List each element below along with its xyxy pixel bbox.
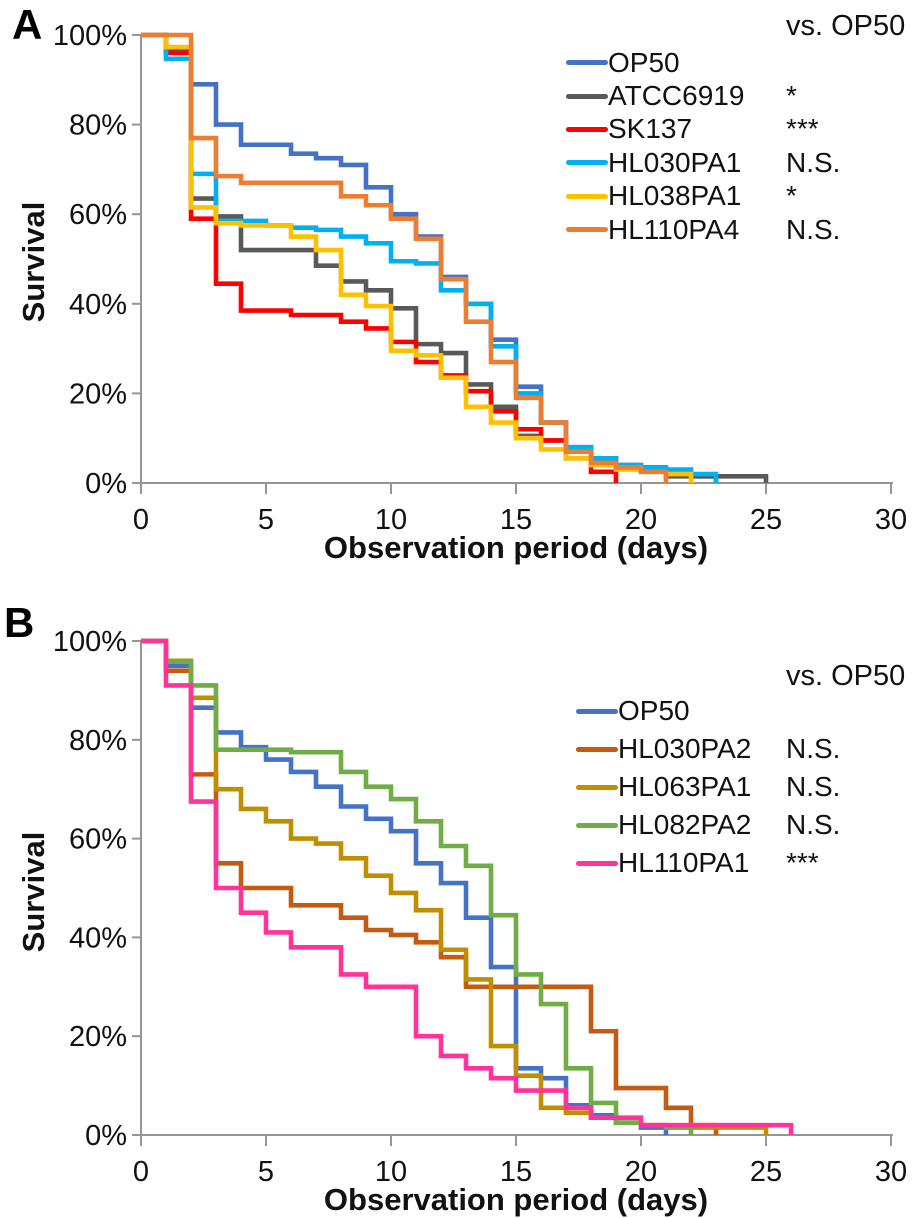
x-tick-label: 10 <box>375 1156 407 1188</box>
legend-rows-b: OP50 HL030PA2 N.S. HL063PA1 N.S. HL082PA2 N.S.… <box>576 692 912 882</box>
legend-line-swatch <box>576 822 618 828</box>
y-tick-label: 20% <box>69 1021 127 1053</box>
y-tick-label: 60% <box>69 199 127 231</box>
x-tick-label: 20 <box>625 1156 657 1188</box>
legend-significance: * <box>786 80 797 112</box>
legend-significance: *** <box>786 847 819 878</box>
legend-series-name: HL030PA1 <box>608 146 742 178</box>
legend-series-name: HL082PA2 <box>618 809 752 840</box>
series-line-SK137 <box>141 32 619 483</box>
panel-b: 0 5 10 15 20 25 30 0% 20% 40% 60% 80% 100% B Surviva… <box>0 600 912 1218</box>
x-tick-label: 10 <box>375 504 407 536</box>
x-tick-label: 25 <box>750 504 782 536</box>
series-line-OP50 <box>141 638 669 1135</box>
legend-line-swatch <box>566 227 608 233</box>
series-line-HL030PA2 <box>141 638 719 1135</box>
x-tick-label: 30 <box>875 1156 907 1188</box>
y-tick-label: 60% <box>69 824 127 856</box>
x-tick-label: 30 <box>875 504 907 536</box>
legend-series-name: ATCC6919 <box>608 80 745 112</box>
legend-item-HL110PA1: HL110PA1 *** <box>576 844 912 882</box>
legend-significance: N.S. <box>786 146 841 178</box>
x-axis-title-b: Observation period (days) <box>323 1182 709 1217</box>
y-tick-label: 80% <box>69 110 127 142</box>
legend-item-HL082PA2: HL082PA2 N.S. <box>576 806 912 844</box>
legend-item-OP50: OP50 <box>566 46 912 79</box>
series-line-HL110PA4 <box>141 32 669 483</box>
panel-a: 0 5 10 15 20 25 30 0% 20% 40% 60% 80% 100% A Surviva… <box>0 0 912 600</box>
legend-line-swatch <box>576 746 618 752</box>
legend-item-HL063PA1: HL063PA1 N.S. <box>576 768 912 806</box>
legend-item-ATCC6919: ATCC6919 * <box>566 79 912 112</box>
legend-series-name: HL030PA2 <box>618 733 752 764</box>
legend-significance: * <box>786 180 797 212</box>
y-axis-title-b: Survival <box>16 831 51 953</box>
legend-series-name: OP50 <box>618 695 690 726</box>
x-tick-label: 0 <box>133 504 149 536</box>
legend-significance: N.S. <box>786 733 841 764</box>
y-tick-label: 40% <box>69 922 127 954</box>
legend-series-name: HL110PA4 <box>608 213 740 245</box>
legend-line-swatch <box>576 784 618 790</box>
legend-line-swatch <box>566 60 608 66</box>
x-tick-label: 15 <box>500 1156 532 1188</box>
panel-b-letter: B <box>4 599 35 646</box>
legend-significance: N.S. <box>786 809 841 840</box>
legend-series-name: SK137 <box>608 113 693 145</box>
y-tick-label: 20% <box>69 378 127 410</box>
x-tick-label: 5 <box>258 504 274 536</box>
legend-title-b: vs. OP50 <box>786 660 906 692</box>
y-tick-label: 100% <box>53 20 127 52</box>
legend-line-swatch <box>566 126 608 132</box>
legend-item-HL030PA1: HL030PA1 N.S. <box>566 146 912 179</box>
legend-line-swatch <box>566 160 608 166</box>
legend-item-HL110PA4: HL110PA4 N.S. <box>566 213 912 246</box>
legend-line-swatch <box>576 708 618 714</box>
x-tick-label: 15 <box>500 504 532 536</box>
legend-title-a: vs. OP50 <box>786 10 906 42</box>
tick-labels: 0 5 10 15 20 25 30 0% 20% 40% 60% 80% 100% <box>53 626 907 1188</box>
legend-b: vs. OP50 OP50 HL030PA2 N.S. HL063PA1 N.S. HL0… <box>576 660 912 882</box>
x-tick-label: 5 <box>258 1156 274 1188</box>
legend-a: vs. OP50 OP50 ATCC6919 * SK137 *** HL030PA1 N.… <box>566 10 912 246</box>
series-line-HL082PA2 <box>141 638 694 1135</box>
y-tick-label: 0% <box>85 1120 127 1152</box>
legend-line-swatch <box>566 193 608 199</box>
tick-labels: 0 5 10 15 20 25 30 0% 20% 40% 60% 80% 100% <box>53 20 907 536</box>
legend-item-SK137: SK137 *** <box>566 113 912 146</box>
y-tick-label: 100% <box>53 626 127 658</box>
y-axis-title-a: Survival <box>16 201 51 323</box>
series-line-HL110PA1 <box>141 638 794 1135</box>
x-axis-title-a: Observation period (days) <box>323 530 709 565</box>
legend-item-OP50: OP50 <box>576 692 912 730</box>
legend-significance: N.S. <box>786 771 841 802</box>
legend-rows-a: OP50 ATCC6919 * SK137 *** HL030PA1 N.S. HL038PA… <box>566 46 912 246</box>
legend-significance: *** <box>786 113 819 145</box>
survival-plot-b: 0 5 10 15 20 25 30 0% 20% 40% 60% 80% 100% <box>53 626 907 1188</box>
x-tick-label: 25 <box>750 1156 782 1188</box>
legend-series-name: HL038PA1 <box>608 180 742 212</box>
legend-item-HL038PA1: HL038PA1 * <box>566 180 912 213</box>
legend-series-name: OP50 <box>608 46 680 78</box>
y-tick-label: 80% <box>69 725 127 757</box>
legend-series-name: HL110PA1 <box>618 847 750 878</box>
y-tick-label: 0% <box>85 468 127 500</box>
x-tick-label: 20 <box>625 504 657 536</box>
legend-series-name: HL063PA1 <box>618 771 752 802</box>
legend-significance: N.S. <box>786 213 841 245</box>
legend-item-HL030PA2: HL030PA2 N.S. <box>576 730 912 768</box>
survival-plot-a: 0 5 10 15 20 25 30 0% 20% 40% 60% 80% 100% <box>53 20 907 536</box>
panel-a-letter: A <box>12 1 43 48</box>
y-tick-label: 40% <box>69 289 127 321</box>
legend-line-swatch <box>566 93 608 99</box>
legend-line-swatch <box>576 860 618 866</box>
x-tick-label: 0 <box>133 1156 149 1188</box>
